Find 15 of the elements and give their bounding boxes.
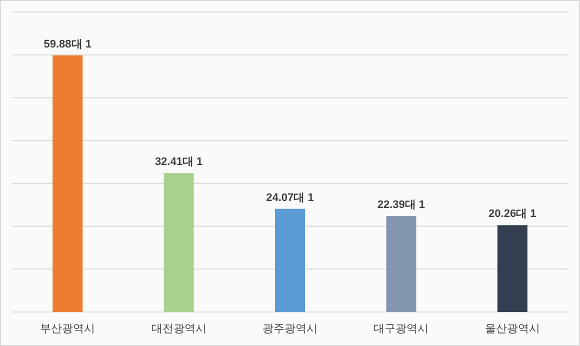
bar [386, 216, 416, 312]
x-tick-label: 광주광역시 [262, 323, 318, 335]
x-tick-label: 울산광역시 [484, 323, 540, 335]
data-label: 22.39대 1 [377, 199, 426, 212]
x-tick-label: 부산광역시 [40, 323, 96, 335]
x-tick-label: 대전광역시 [151, 323, 206, 335]
bar [52, 55, 83, 312]
data-label: 32.41대 1 [154, 156, 203, 168]
data-label: 20.26대 1 [488, 208, 536, 220]
data-label: 24.07대 1 [266, 192, 314, 204]
x-tick-label: 대구광역시 [374, 323, 429, 335]
data-label: 59.88대 1 [44, 38, 92, 50]
bar [164, 173, 194, 312]
bar [497, 225, 528, 312]
bar [275, 208, 305, 312]
